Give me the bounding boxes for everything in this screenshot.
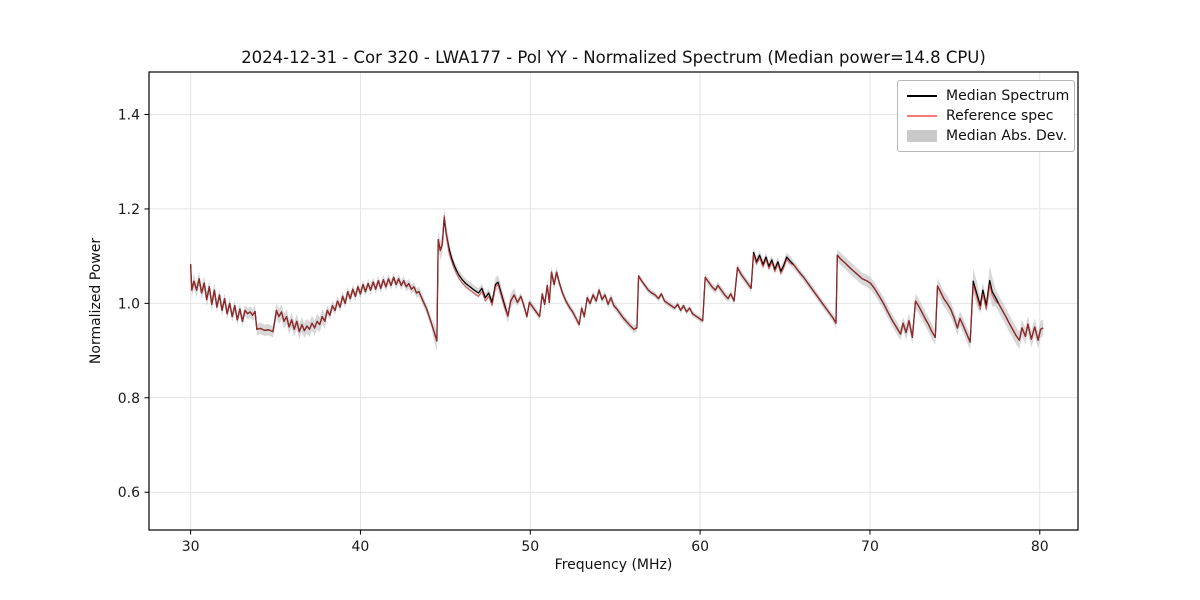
- legend-label: Median Abs. Dev.: [946, 128, 1068, 144]
- y-tick-label: 1.4: [118, 107, 140, 123]
- median-spectrum-line-icon: [907, 95, 937, 97]
- y-tick-label: 0.8: [118, 391, 140, 407]
- x-tick-label: 60: [691, 539, 709, 555]
- legend: Median Spectrum Reference spec Median Ab…: [897, 80, 1075, 152]
- legend-item-median-abs-dev: Median Abs. Dev.: [898, 126, 1074, 146]
- axes-frame: [148, 71, 1079, 531]
- chart-title: 2024-12-31 - Cor 320 - LWA177 - Pol YY -…: [241, 48, 986, 67]
- y-tick-label: 0.6: [118, 485, 140, 501]
- x-tick-label: 40: [352, 539, 370, 555]
- reference-spec-line: [190, 215, 1044, 343]
- x-tick-label: 50: [521, 539, 539, 555]
- legend-item-reference-spec: Reference spec: [898, 106, 1074, 126]
- median-abs-dev-patch-icon: [907, 130, 937, 142]
- reference-spec-line-icon: [907, 115, 937, 117]
- legend-label: Median Spectrum: [946, 88, 1070, 104]
- x-tick-label: 80: [1031, 539, 1049, 555]
- x-axis-label: Frequency (MHz): [554, 557, 673, 573]
- y-tick-label: 1.2: [118, 202, 140, 218]
- x-tick-label: 30: [182, 539, 200, 555]
- x-tick-label: 70: [861, 539, 879, 555]
- mad-band: [190, 208, 1044, 351]
- legend-item-median-spectrum: Median Spectrum: [898, 86, 1074, 106]
- legend-label: Reference spec: [946, 108, 1054, 124]
- y-tick-label: 1.0: [118, 296, 140, 312]
